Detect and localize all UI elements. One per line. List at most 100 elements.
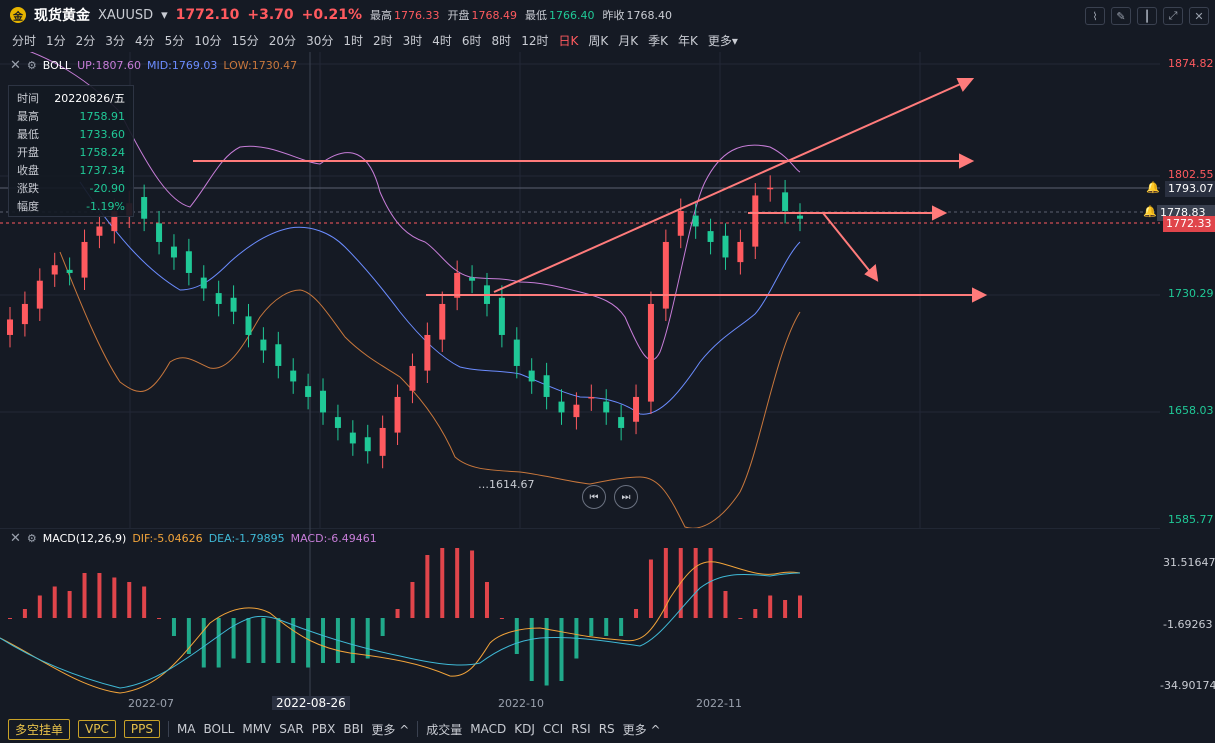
- macd-bar: [663, 548, 668, 618]
- period-5[interactable]: 5分: [164, 33, 185, 48]
- close-icon[interactable]: ✕: [10, 58, 21, 73]
- prev-icon[interactable]: ⏮: [582, 485, 606, 509]
- info-key: 幅度: [17, 200, 39, 213]
- info-key: 时间: [17, 92, 39, 105]
- main-indicator-5[interactable]: BBI: [343, 722, 364, 736]
- main-indicator-0[interactable]: MA: [176, 722, 196, 736]
- macd-bar: [321, 618, 326, 663]
- sub-indicator-2[interactable]: KDJ: [514, 722, 535, 736]
- info-value: 20220826/五: [54, 92, 125, 105]
- last-price-tag: 1772.33: [1163, 216, 1215, 232]
- alert-bell-icon[interactable]: 🔔: [1143, 205, 1157, 218]
- macd-bar: [201, 618, 206, 668]
- boll-mid-value: MID:1769.03: [146, 59, 218, 72]
- macd-bar: [306, 618, 311, 668]
- period-12[interactable]: 3时: [402, 33, 423, 48]
- period-21[interactable]: 年K: [677, 33, 698, 48]
- price-axis-label: 1585.77: [1168, 513, 1214, 526]
- info-key: 最低: [17, 128, 39, 141]
- bottom-button-1[interactable]: VPC: [78, 720, 116, 738]
- boll-up-value: UP:1807.60: [77, 59, 141, 72]
- info-row: 最低 1733.60: [17, 125, 125, 143]
- period-20[interactable]: 季K: [648, 33, 668, 48]
- period-9[interactable]: 30分: [306, 33, 334, 48]
- instrument-title[interactable]: 现货黄金: [34, 8, 90, 24]
- candle-body: [737, 241, 744, 263]
- line-chart-icon[interactable]: ⌇: [1085, 7, 1105, 25]
- period-22[interactable]: 更多▾: [707, 33, 738, 48]
- macd-dea-value: DEA:-1.79895: [208, 532, 285, 545]
- candle-body: [543, 375, 550, 397]
- close-icon[interactable]: ✕: [1189, 7, 1209, 25]
- macd-bar: [67, 591, 72, 618]
- period-11[interactable]: 2时: [372, 33, 393, 48]
- period-1[interactable]: 1分: [46, 33, 66, 48]
- bottom-button-0[interactable]: 多空挂单: [8, 718, 71, 740]
- chevron-down-icon[interactable]: ▾: [161, 7, 168, 23]
- candle-body: [156, 223, 163, 242]
- period-15[interactable]: 8时: [491, 33, 512, 48]
- macd-bar: [514, 618, 519, 654]
- candlestick-icon[interactable]: ┃: [1137, 7, 1157, 25]
- candle-body: [230, 297, 237, 312]
- sub-indicator-1[interactable]: MACD: [470, 722, 507, 736]
- period-0[interactable]: 分时: [12, 33, 37, 48]
- period-13[interactable]: 4时: [432, 33, 452, 48]
- alert-bell-icon[interactable]: 🔔: [1146, 181, 1160, 194]
- next-icon[interactable]: ⏭: [614, 485, 638, 509]
- period-18[interactable]: 周K: [588, 33, 609, 48]
- toolbar-right: ⌇ ✎ ┃ ⤢ ✕: [1085, 7, 1209, 25]
- price-chart[interactable]: …1614.67: [0, 52, 1160, 528]
- main-indicator-4[interactable]: PBX: [311, 722, 336, 736]
- period-4[interactable]: 4分: [134, 33, 155, 48]
- macd-axis-label: 31.51647: [1163, 556, 1215, 569]
- high-value: 1776.33: [393, 8, 440, 22]
- period-8[interactable]: 20分: [268, 33, 297, 48]
- period-17[interactable]: 日K: [558, 33, 579, 48]
- settings-gear-icon[interactable]: ⚙: [26, 59, 37, 72]
- candle-body: [513, 339, 520, 366]
- sub-indicator-3[interactable]: CCI: [542, 722, 564, 736]
- period-16[interactable]: 12时: [521, 33, 549, 48]
- boll-lower-line: [59, 251, 801, 528]
- period-14[interactable]: 6时: [461, 33, 482, 48]
- period-6[interactable]: 10分: [194, 33, 222, 48]
- macd-bar: [455, 548, 460, 618]
- main-indicator-1[interactable]: BOLL: [203, 722, 235, 736]
- close-icon[interactable]: ✕: [10, 531, 21, 546]
- draw-pen-icon[interactable]: ✎: [1111, 7, 1131, 25]
- macd-bar: [783, 600, 788, 618]
- candle-body: [51, 265, 58, 275]
- main-indicator-2[interactable]: MMV: [242, 722, 272, 736]
- period-10[interactable]: 1时: [343, 33, 363, 48]
- price-axis-label: 1802.55: [1168, 168, 1214, 181]
- sub-indicator-0[interactable]: 成交量: [426, 722, 463, 737]
- candle-body: [245, 316, 252, 335]
- candle-body: [290, 370, 297, 382]
- period-3[interactable]: 3分: [105, 33, 125, 48]
- sub-indicator-4[interactable]: RSI: [571, 722, 591, 736]
- macd-value: MACD:-6.49461: [290, 532, 377, 545]
- candle-body: [81, 241, 88, 278]
- sub-indicator-6[interactable]: 更多 ^: [622, 722, 661, 737]
- period-2[interactable]: 2分: [75, 33, 96, 48]
- info-row: 时间 20220826/五: [17, 89, 125, 107]
- sub-indicator-5[interactable]: RS: [598, 722, 615, 736]
- period-7[interactable]: 15分: [231, 33, 259, 48]
- divider: [167, 721, 169, 737]
- instrument-symbol[interactable]: XAUUSD: [98, 7, 154, 23]
- macd-bar: [470, 550, 475, 618]
- candle-body: [275, 344, 282, 366]
- bottom-button-2[interactable]: PPS: [123, 720, 160, 738]
- settings-gear-icon[interactable]: ⚙: [26, 532, 37, 545]
- top-bar: 金 现货黄金 XAUUSD ▾ 1772.10 +3.70 +0.21% 最高 …: [0, 0, 1215, 30]
- candle-body: [21, 303, 28, 325]
- period-19[interactable]: 月K: [618, 33, 639, 48]
- macd-chart[interactable]: [0, 528, 1160, 698]
- main-indicator-6[interactable]: 更多 ^: [371, 722, 410, 737]
- macd-bar: [708, 548, 713, 618]
- fullscreen-icon[interactable]: ⤢: [1163, 7, 1183, 25]
- macd-bar: [22, 609, 27, 618]
- main-indicator-3[interactable]: SAR: [279, 722, 304, 736]
- candle-body: [722, 235, 729, 258]
